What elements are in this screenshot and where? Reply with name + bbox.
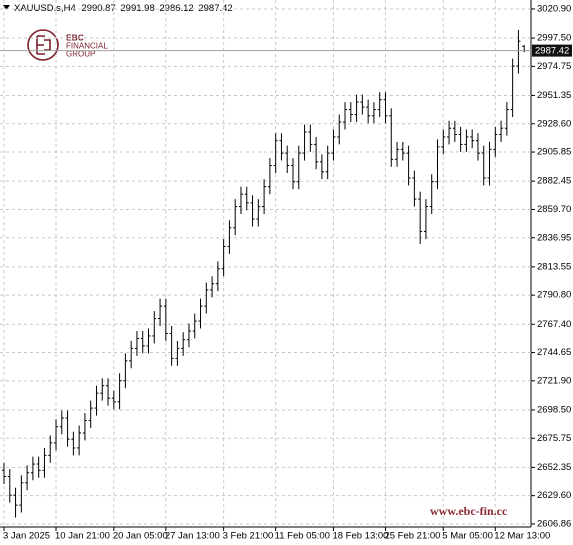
bars-layer xyxy=(2,29,527,518)
logo-mark xyxy=(36,35,51,55)
symbol: XAUUSD.s,H4 xyxy=(14,3,76,14)
logo-text: FINANCIAL xyxy=(66,42,108,51)
current-price-box xyxy=(532,44,572,57)
x-tick-label: 12 Mar 13:00 xyxy=(494,531,550,542)
y-tick-label: 2606.86 xyxy=(537,518,571,529)
x-tick-label: 25 Feb 21:00 xyxy=(384,531,440,542)
logo-circle xyxy=(27,29,59,61)
y-tick-label: 3020.90 xyxy=(537,3,571,14)
y-tick-label: 2721.90 xyxy=(537,375,571,386)
logo-text: EBC xyxy=(66,32,84,42)
logo: EBC FINANCIAL GROUP xyxy=(27,29,108,61)
x-tick-label: 3 Jan 2025 xyxy=(3,531,50,542)
y-tick-label: 2882.45 xyxy=(537,176,571,187)
y-tick-label: 2744.65 xyxy=(537,347,571,358)
x-tick-label: 10 Jan 21:00 xyxy=(55,531,110,542)
y-tick-label: 2675.75 xyxy=(537,433,571,444)
y-tick-label: 2951.35 xyxy=(537,90,571,101)
y-tick-label: 2859.70 xyxy=(537,204,571,215)
header: XAUUSD.s,H4 2990.87 2991.98 2986.12 2987… xyxy=(14,3,233,14)
header-close: 2987.42 xyxy=(198,3,232,14)
x-tick-label: 18 Feb 13:00 xyxy=(332,531,388,542)
current-price-label: 2987.42 xyxy=(535,46,569,57)
y-tick-label: 2928.60 xyxy=(537,118,571,129)
x-tick-label: 5 Mar 05:00 xyxy=(442,531,493,542)
y-tick-label: 2997.50 xyxy=(537,33,571,44)
header-high: 2991.98 xyxy=(120,3,154,14)
watermark: www.ebc-fin.cc xyxy=(430,504,508,518)
menu-triangle[interactable] xyxy=(3,5,10,10)
y-tick-label: 2652.35 xyxy=(537,462,571,473)
y-tick-label: 2767.40 xyxy=(537,319,571,330)
x-tick-label: 20 Jan 05:00 xyxy=(113,531,168,542)
y-tick-label: 2629.60 xyxy=(537,490,571,501)
y-tick-label: 2905.85 xyxy=(537,147,571,158)
y-tick-label: 2813.55 xyxy=(537,261,571,272)
header-open: 2990.87 xyxy=(81,3,115,14)
y-tick-label: 2974.75 xyxy=(537,61,571,72)
x-tick-label: 3 Feb 21:00 xyxy=(223,531,274,542)
logo-text: GROUP xyxy=(66,50,95,59)
y-tick-label: 2698.50 xyxy=(537,404,571,415)
y-tick-label: 2790.80 xyxy=(537,290,571,301)
x-tick-label: 27 Jan 13:00 xyxy=(165,531,220,542)
header-low: 2986.12 xyxy=(159,3,193,14)
x-tick-label: 11 Feb 05:00 xyxy=(275,531,330,542)
y-tick-label: 2836.95 xyxy=(537,232,571,243)
